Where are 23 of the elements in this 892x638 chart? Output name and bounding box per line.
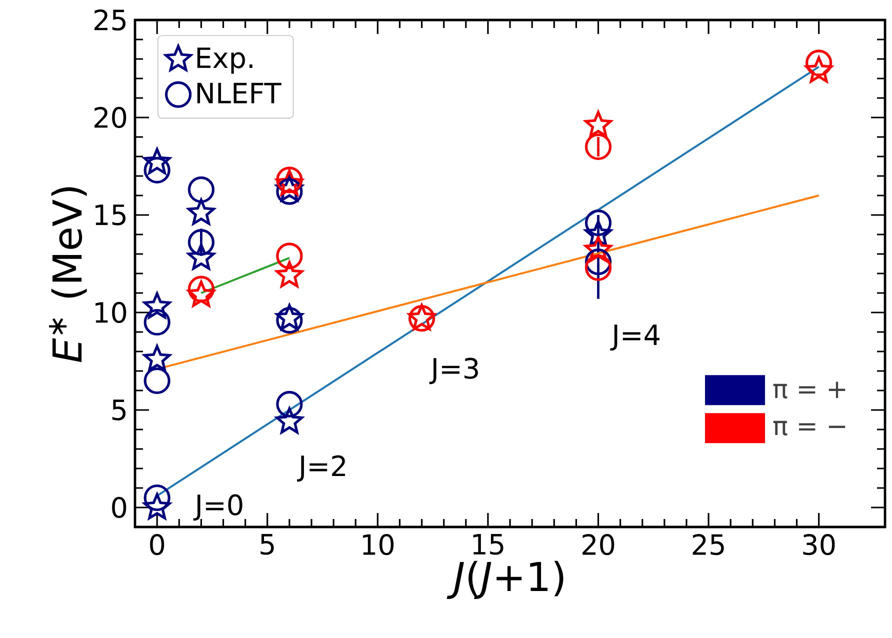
- y-tick-label: 25: [94, 9, 126, 31]
- x-tick-label: 10: [362, 534, 394, 556]
- annotation: π = +: [773, 382, 846, 398]
- x-tick-label: 15: [473, 534, 504, 555]
- annotation: J=3: [429, 358, 478, 384]
- x-tick-label: 20: [582, 534, 614, 556]
- x-tick-label: 25: [692, 534, 724, 556]
- x-tick-label: 30: [803, 534, 835, 556]
- y-tick-label: 15: [96, 204, 126, 226]
- annotation: J=2: [297, 455, 346, 482]
- annotation: J=4: [610, 324, 660, 351]
- x-tick-label: 0: [150, 534, 164, 556]
- y-tick-label: 5: [112, 400, 126, 420]
- legend-label: NLEFT: [197, 82, 282, 104]
- annotation: J=0: [193, 494, 242, 521]
- y-tick-label: 20: [94, 106, 126, 128]
- y-tick-label: 0: [112, 496, 126, 518]
- annotation: π = −: [773, 420, 846, 436]
- x-axis-title: J(J+1): [446, 560, 564, 600]
- legend-label: Exp.: [197, 48, 252, 74]
- y-axis-title: E$^{∗}$ (MeV): [49, 187, 87, 362]
- x-tick-label: 5: [260, 534, 274, 555]
- y-tick-label: 10: [96, 302, 126, 324]
